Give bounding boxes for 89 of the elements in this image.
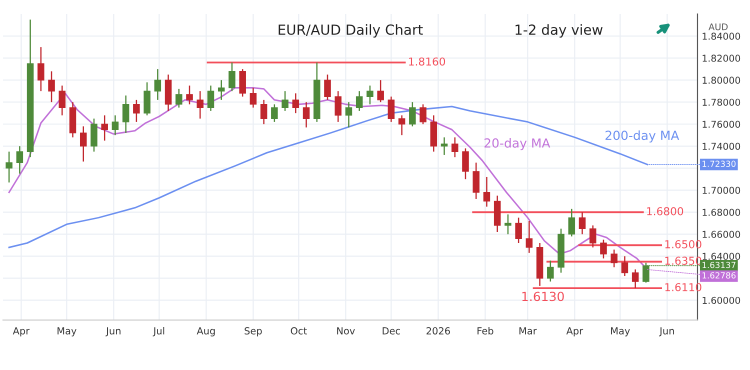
x-tick-label: Oct bbox=[290, 327, 307, 335]
text: EUR/AUD Daily Chart bbox=[278, 24, 423, 38]
candlestick bbox=[398, 114, 406, 136]
candlestick bbox=[600, 239, 607, 260]
candlestick bbox=[388, 96, 395, 123]
data-label: 1.72330 bbox=[702, 160, 736, 167]
x-tick-label: Jun bbox=[659, 327, 674, 336]
candlestick bbox=[568, 208, 576, 238]
candlestick bbox=[420, 104, 426, 125]
candlestick bbox=[526, 220, 533, 254]
annotation: 1.6130 bbox=[522, 292, 564, 302]
x-tick-label: Feb bbox=[478, 326, 494, 335]
candlestick bbox=[409, 101, 416, 127]
candlestick bbox=[504, 214, 512, 235]
data-label: 1.62786 bbox=[702, 272, 736, 279]
candlestick bbox=[154, 68, 162, 101]
candlestick bbox=[176, 88, 182, 108]
y-tick-label: 1.70000 bbox=[702, 186, 740, 194]
candlestick bbox=[80, 126, 87, 162]
y-tick-label: 1.68000 bbox=[702, 208, 740, 216]
candlestick bbox=[38, 46, 44, 92]
candlestick bbox=[112, 114, 119, 136]
candlestick bbox=[196, 90, 204, 120]
y-tick-label: 1.78000 bbox=[702, 98, 740, 106]
candlestick bbox=[101, 114, 108, 142]
x-tick-label: Dec bbox=[382, 327, 400, 335]
candlestick bbox=[90, 118, 98, 152]
candlestick bbox=[589, 224, 596, 248]
x-tick-label: Sep bbox=[244, 327, 262, 336]
candlestick bbox=[632, 268, 639, 289]
x-tick-label: Aug bbox=[196, 327, 215, 336]
x-tick-label: May bbox=[611, 327, 630, 336]
y-tick-label: 1.66000 bbox=[702, 230, 740, 238]
x-tick-label: Apr bbox=[12, 327, 30, 336]
x-tick-label: Jul bbox=[152, 326, 164, 336]
y-tick-label: 1.76000 bbox=[702, 120, 740, 128]
candlestick bbox=[324, 74, 331, 101]
candlestick bbox=[271, 104, 278, 123]
text: 1.63137 bbox=[702, 262, 736, 268]
series-label: 200-day MA bbox=[606, 130, 680, 143]
candlestick bbox=[207, 84, 214, 112]
y-axis-title: AUD bbox=[708, 24, 728, 30]
candlestick bbox=[133, 99, 140, 123]
candlestick bbox=[122, 94, 130, 134]
candlestick bbox=[515, 217, 522, 244]
x-tick-label: Mar bbox=[519, 327, 537, 335]
y-tick-label: 1.80000 bbox=[702, 76, 740, 84]
x-tick-label: Jun bbox=[106, 327, 120, 336]
candlestick bbox=[260, 99, 268, 125]
candlestick bbox=[239, 68, 246, 98]
candlestick bbox=[462, 148, 469, 180]
candlestick bbox=[334, 90, 342, 123]
candlestick bbox=[483, 176, 490, 208]
series-label: 1.8160 bbox=[409, 57, 446, 66]
x-tick-label: Nov bbox=[337, 327, 355, 335]
candlestick bbox=[451, 136, 458, 158]
y-tick-label: 1.84000 bbox=[702, 32, 740, 40]
candlestick bbox=[6, 151, 12, 184]
series-label: 1.6800 bbox=[647, 207, 684, 216]
candlestick bbox=[302, 101, 310, 128]
candlestick bbox=[58, 84, 66, 116]
candlestick bbox=[16, 146, 24, 174]
candlestick bbox=[440, 136, 448, 156]
candlestick bbox=[472, 162, 480, 200]
candlestick bbox=[292, 92, 300, 114]
candlestick bbox=[621, 256, 628, 277]
candlestick bbox=[356, 90, 363, 112]
candlestick bbox=[282, 90, 288, 112]
candlestick bbox=[547, 260, 554, 282]
candlestick bbox=[218, 79, 225, 101]
candlestick bbox=[345, 101, 352, 128]
candlestick bbox=[377, 79, 384, 103]
x-tick-label: May bbox=[58, 327, 76, 336]
x-tick-label: Apr bbox=[566, 327, 584, 336]
y-tick-label: 1.60000 bbox=[702, 296, 740, 304]
candlestick bbox=[228, 62, 236, 92]
candlestick bbox=[48, 70, 55, 103]
y-tick-label: 1.64000 bbox=[702, 252, 740, 260]
candlestick bbox=[250, 87, 257, 108]
candlestick bbox=[610, 248, 618, 268]
candlestick bbox=[366, 84, 374, 105]
candlestick bbox=[186, 84, 193, 105]
annotation: 1-2 day view bbox=[516, 24, 603, 38]
y-tick-label: 1.74000 bbox=[702, 142, 740, 150]
x-tick-label: 2026 bbox=[426, 327, 450, 335]
candlestick bbox=[144, 82, 150, 116]
candlestick bbox=[578, 212, 586, 235]
y-tick-label: 1.82000 bbox=[702, 54, 740, 62]
series-label: 20-day MA bbox=[484, 138, 550, 150]
